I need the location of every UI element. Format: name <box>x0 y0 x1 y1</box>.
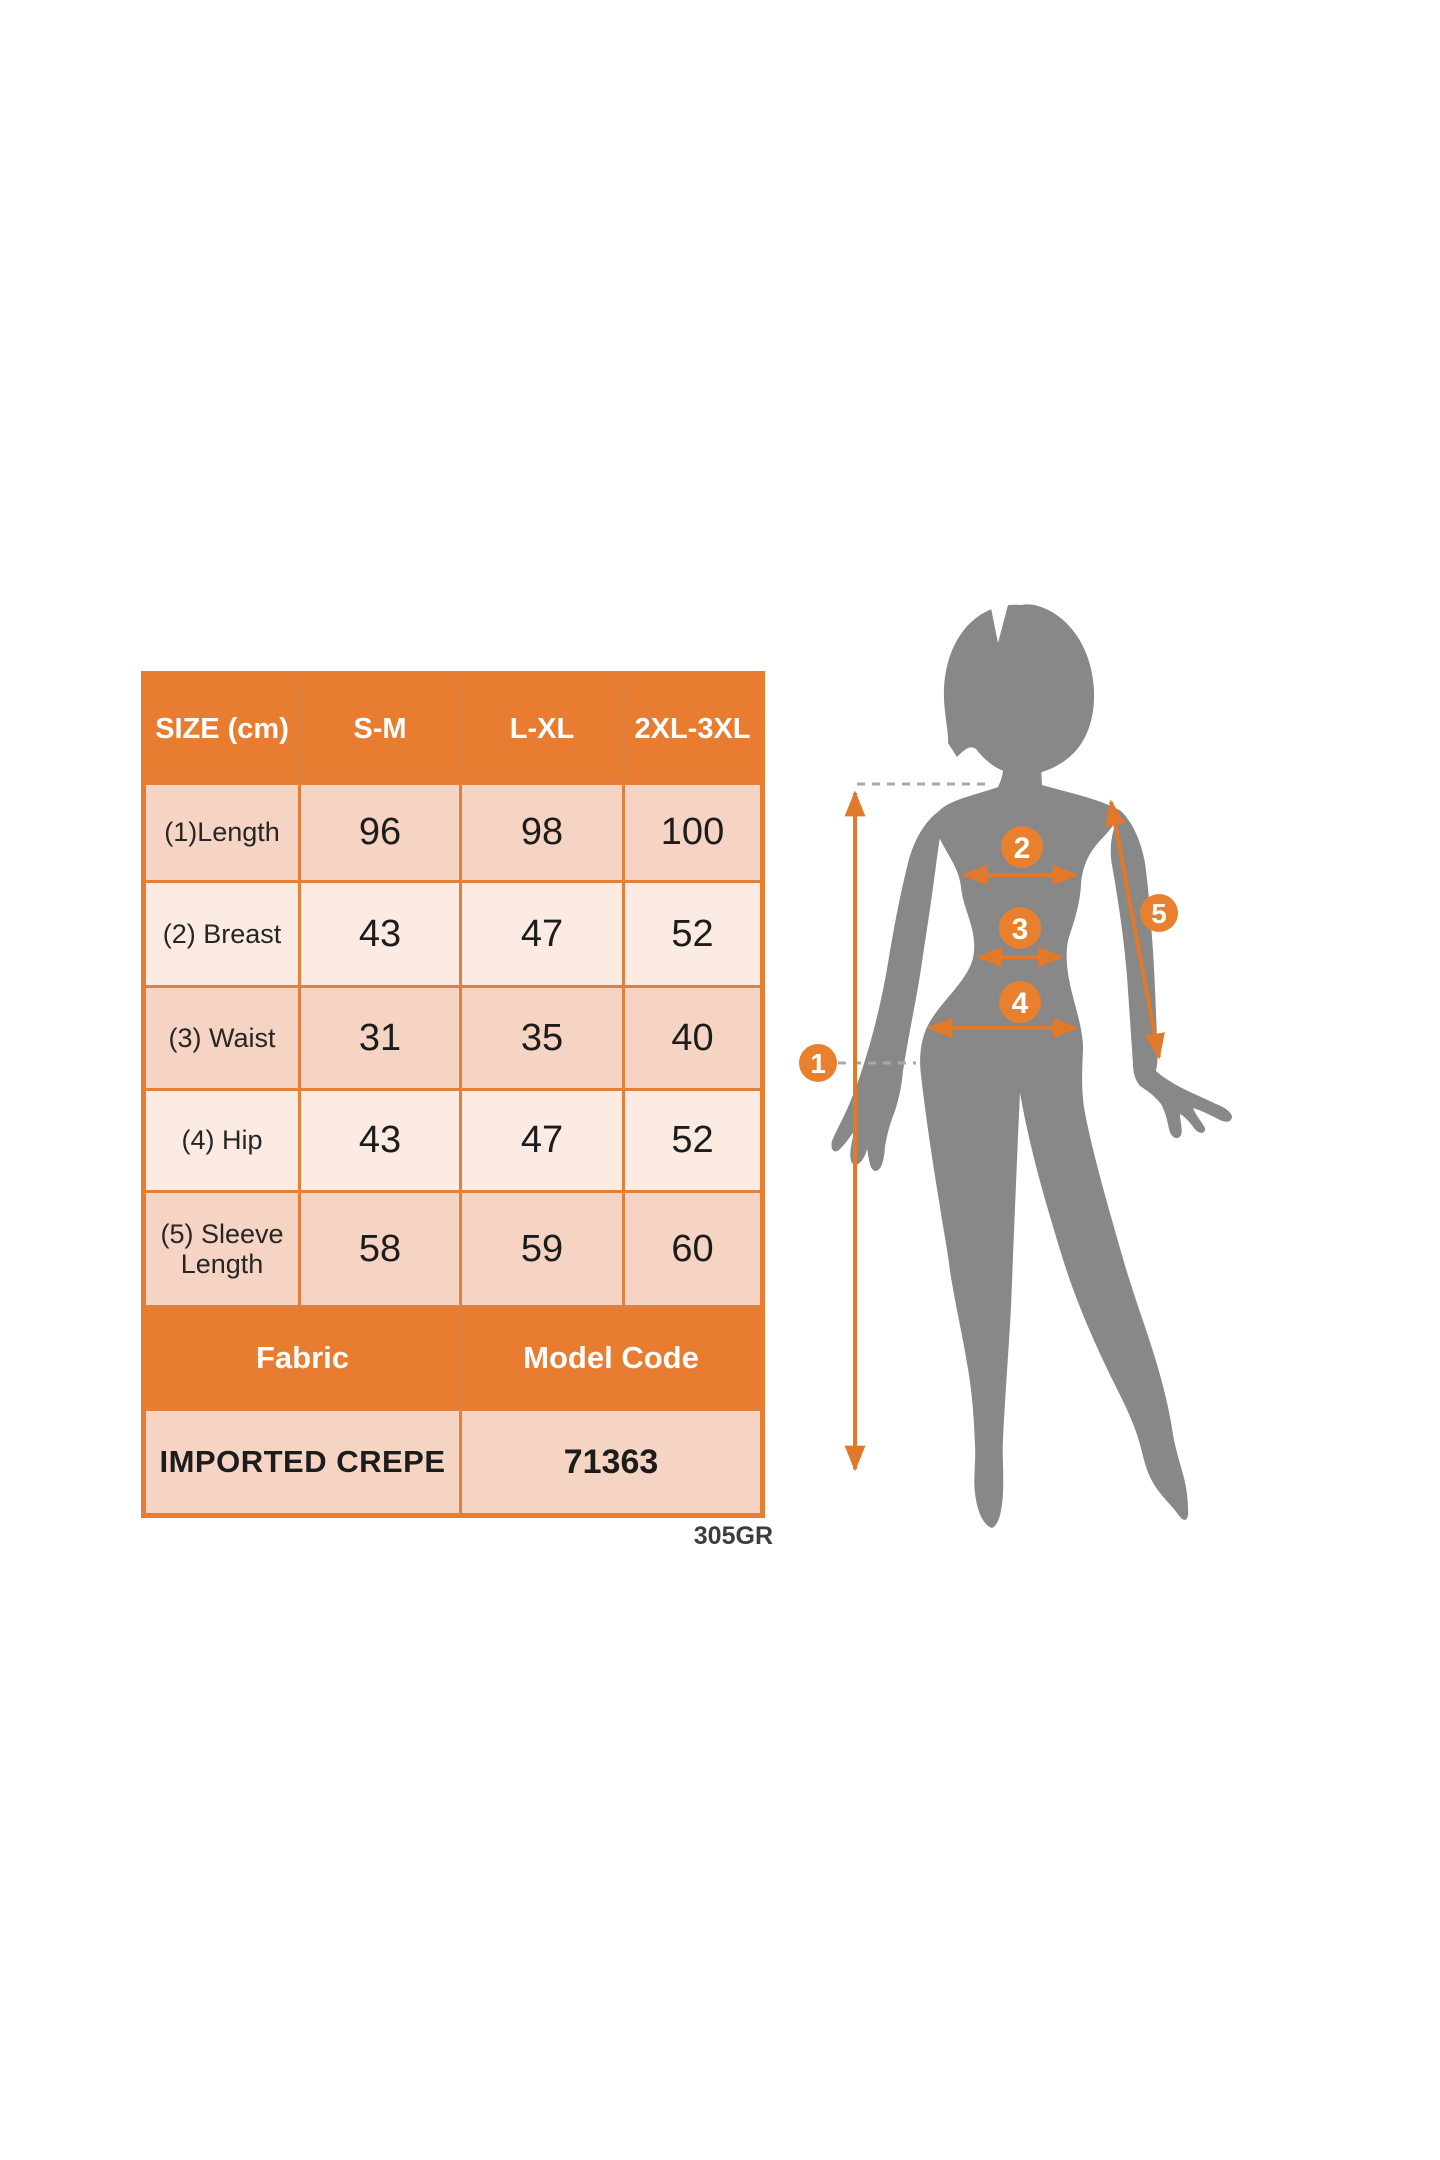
left-arm-shape <box>831 809 942 1171</box>
row-label-waist: (3) Waist <box>146 988 298 1088</box>
sleeve-arrow <box>1105 799 1165 1060</box>
size-label: SIZE (cm) <box>155 712 289 745</box>
row-label-hip: (4) Hip <box>146 1091 298 1190</box>
sleeve-lxl: 59 <box>462 1193 622 1305</box>
header-col-2xl3xl: 2XL-3XL <box>625 676 760 782</box>
hip-sm: 43 <box>301 1091 459 1190</box>
waist-2xl3xl: 40 <box>625 988 760 1088</box>
fabric-value: IMPORTED CREPE <box>146 1411 459 1513</box>
weight-footnote: 305GR <box>693 1522 773 1550</box>
measurement-arrows <box>844 790 1165 1472</box>
waist-sm: 31 <box>301 988 459 1088</box>
badge-4-circle <box>999 981 1041 1023</box>
badge-4-number: 4 <box>1012 987 1029 1020</box>
female-silhouette-icon <box>831 603 1232 1528</box>
sleeve-sm: 58 <box>301 1193 459 1305</box>
breast-lxl: 47 <box>462 883 622 985</box>
measurement-badges: 1 2 3 4 5 <box>799 826 1178 1082</box>
measurement-figure: 1 2 3 4 5 <box>790 595 1260 1545</box>
header-col-lxl: L-XL <box>462 676 622 782</box>
badge-1-circle <box>799 1044 837 1082</box>
badge-2-number: 2 <box>1014 832 1031 865</box>
length-lxl: 98 <box>462 785 622 880</box>
header-col-sm: S-M <box>301 676 459 782</box>
right-arm-shape <box>1110 811 1232 1139</box>
badge-1-number: 1 <box>810 1048 826 1079</box>
header-size-cell: SIZE (cm) <box>146 676 298 782</box>
badge-3-circle <box>999 907 1041 949</box>
breast-sm: 43 <box>301 883 459 985</box>
model-code-value: 71363 <box>462 1411 760 1513</box>
sleeve-2xl3xl: 60 <box>625 1193 760 1305</box>
row-label-sleeve: (5) Sleeve Length <box>146 1193 298 1305</box>
row-label-length: (1)Length <box>146 785 298 880</box>
waist-lxl: 35 <box>462 988 622 1088</box>
fabric-header: Fabric <box>146 1308 459 1408</box>
badge-3-number: 3 <box>1012 913 1029 946</box>
row-label-breast: (2) Breast <box>146 883 298 985</box>
badge-2-circle <box>1001 826 1043 868</box>
torso-legs-shape <box>920 739 1189 1528</box>
badge-5-circle <box>1140 894 1178 932</box>
length-sm: 96 <box>301 785 459 880</box>
breast-2xl3xl: 52 <box>625 883 760 985</box>
hip-lxl: 47 <box>462 1091 622 1190</box>
length-2xl3xl: 100 <box>625 785 760 880</box>
dashed-guides <box>838 782 986 1065</box>
head-shape <box>943 604 1095 775</box>
badge-5-number: 5 <box>1151 898 1167 929</box>
model-code-header: Model Code <box>462 1308 760 1408</box>
hip-2xl3xl: 52 <box>625 1091 760 1190</box>
size-table: SIZE (cm) S-M L-XL 2XL-3XL (1)Length 96 … <box>141 671 765 1518</box>
body-silhouette-diagram: 1 2 3 4 5 <box>799 603 1232 1528</box>
hair-notch <box>990 603 1008 643</box>
